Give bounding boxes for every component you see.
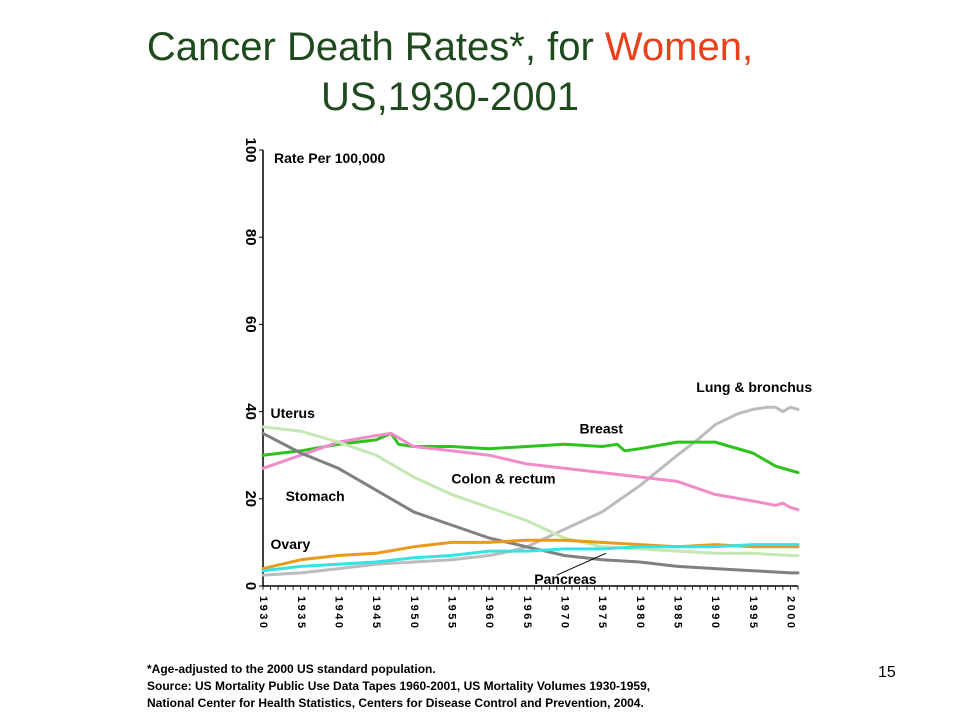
x-tick-label: 1935	[295, 596, 307, 630]
slide-title: Cancer Death Rates*, for Women, US,1930-2…	[0, 22, 900, 122]
title-accent: Women,	[604, 25, 754, 69]
page-number: 15	[878, 664, 896, 681]
x-tick-label: 1975	[596, 596, 608, 630]
x-tick-label: 1955	[445, 596, 457, 630]
x-tick-label: 1990	[709, 596, 721, 630]
series-label-ovary: Ovary	[271, 536, 311, 552]
x-tick-label: 1945	[370, 596, 382, 630]
series-line-pancreas	[261, 543, 800, 573]
series-label-stomach: Stomach	[286, 488, 345, 504]
line-chart: 0 20 40 60 80 100 1930 1935 1940 1945 1950 1955 1960…	[242, 137, 812, 630]
title-main: Cancer Death Rates*, for	[146, 25, 605, 69]
x-tick-label: 1980	[634, 596, 646, 630]
y-tick-label: 60	[242, 316, 259, 333]
series-line-breast	[261, 431, 800, 475]
series-label-uterus: Uterus	[271, 405, 316, 421]
x-tick-label: 1965	[521, 596, 533, 630]
series-line-uterus	[261, 425, 800, 557]
y-tick-label: 0	[242, 582, 259, 590]
series-label-lung-bronchus: Lung & bronchus	[696, 379, 812, 395]
footnote: *Age-adjusted to the 2000 US standard po…	[147, 661, 650, 712]
x-tick-label: 1960	[483, 596, 495, 630]
title-line2: US,1930-2001	[321, 75, 579, 119]
series-label-pancreas: Pancreas	[534, 571, 596, 587]
x-tick-label: 1970	[559, 596, 571, 630]
x-tick-label: 1930	[257, 596, 269, 630]
series-label-breast: Breast	[579, 420, 623, 436]
series-line-lung-bronchus	[261, 405, 800, 577]
x-tick-label: 1995	[747, 596, 759, 630]
y-tick-label: 20	[242, 490, 259, 507]
series-line-colon-rectum	[261, 431, 800, 512]
footnote-source-line-1: Source: US Mortality Public Use Data Tap…	[147, 679, 651, 693]
footnote-source-line-2: National Center for Health Statistics, C…	[147, 696, 644, 710]
x-tick-label: 1985	[672, 596, 684, 630]
series-label-colon-rectum: Colon & rectum	[451, 471, 555, 487]
y-tick-label: 100	[242, 137, 259, 162]
x-tick-label: 1950	[408, 596, 420, 630]
y-tick-label: 40	[242, 403, 259, 420]
x-tick-label: 1940	[332, 596, 344, 630]
y-axis-label: Rate Per 100,000	[274, 150, 386, 166]
footnote-age-adjusted: *Age-adjusted to the 2000 US standard po…	[147, 662, 436, 676]
pancreas-pointer-line	[556, 552, 607, 576]
y-tick-label: 80	[242, 229, 259, 246]
x-tick-label: 2000	[785, 596, 797, 630]
